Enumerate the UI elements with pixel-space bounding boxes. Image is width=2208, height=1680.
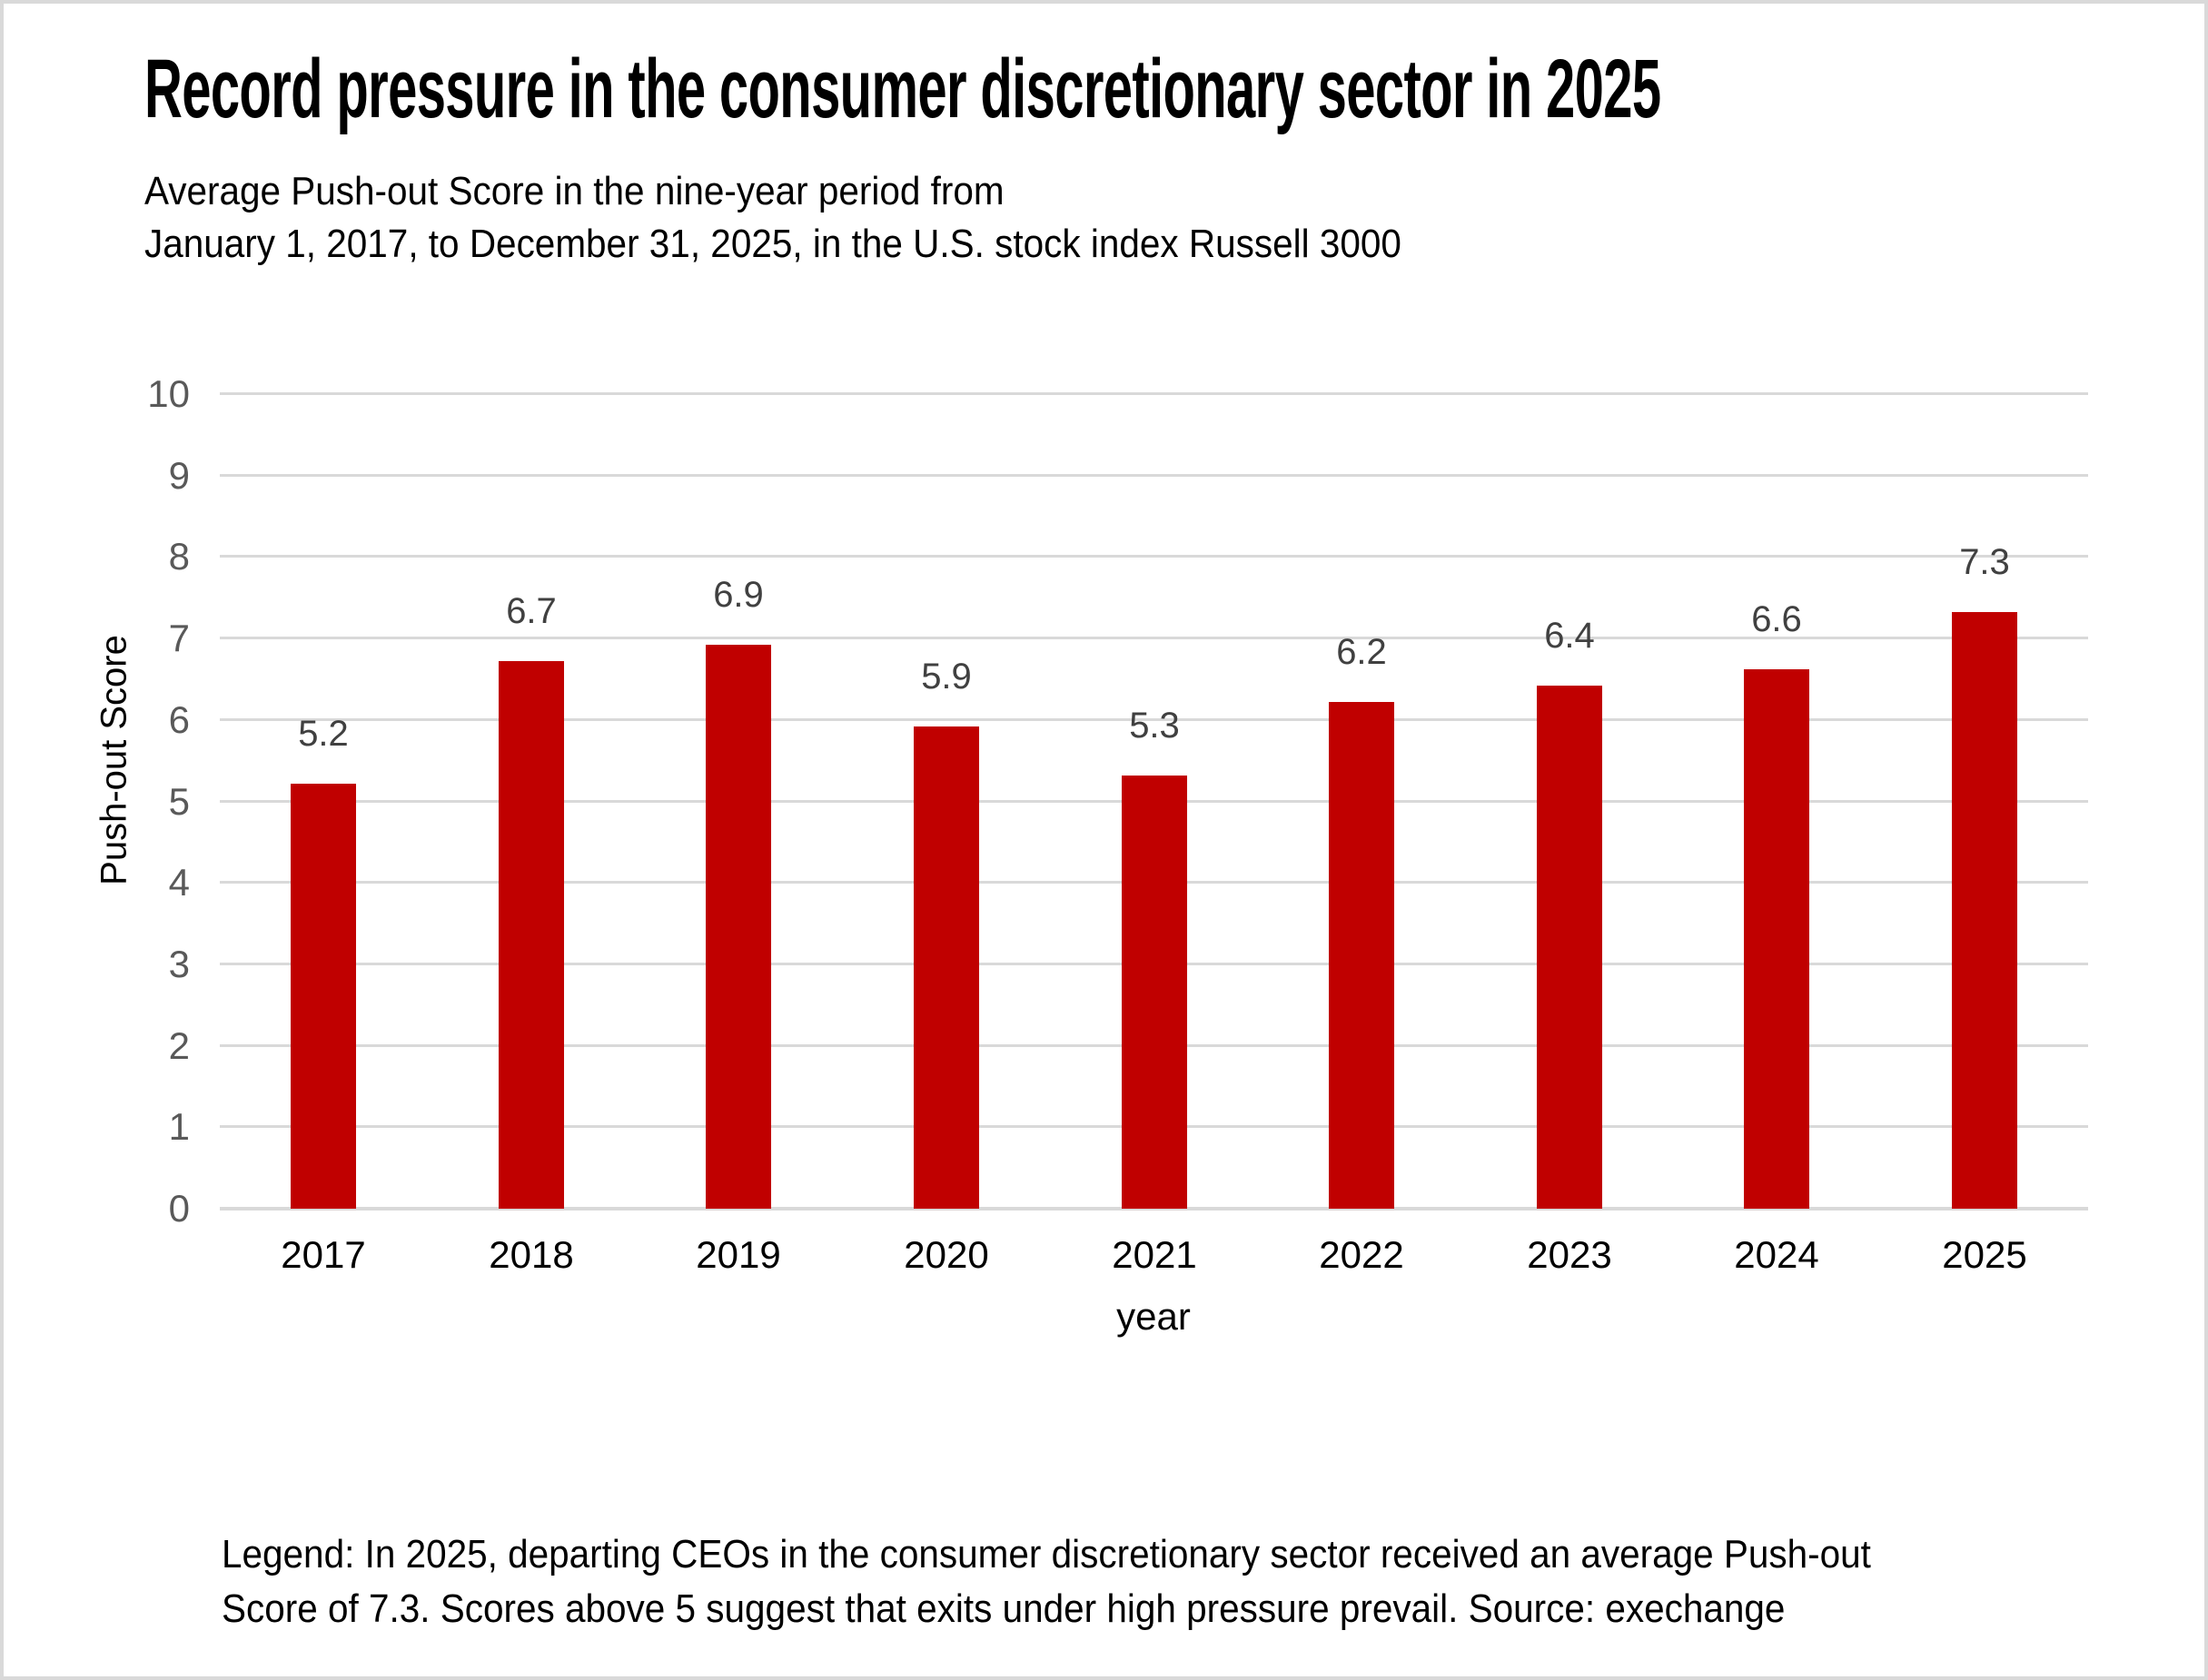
gridline-y-7 (220, 637, 2088, 639)
data-label-2017: 5.2 (298, 714, 349, 754)
chart-subtitle: Average Push-out Score in the nine-year … (144, 165, 1401, 271)
x-tick-label-2017: 2017 (281, 1233, 366, 1276)
y-tick-label-9: 9 (168, 454, 190, 497)
x-tick-label-2025: 2025 (1942, 1233, 2027, 1276)
chart-legend-line-1: Legend: In 2025, departing CEOs in the c… (222, 1532, 1871, 1576)
page-title: Record pressure in the consumer discreti… (144, 43, 1661, 135)
x-axis-line (220, 1207, 2088, 1211)
y-tick-label-7: 7 (168, 617, 190, 659)
y-tick-label-10: 10 (147, 372, 190, 415)
chart-legend-line-2: Score of 7.3. Scores above 5 suggest tha… (222, 1586, 1786, 1631)
data-label-2024: 6.6 (1751, 599, 1802, 639)
data-label-2018: 6.7 (506, 591, 557, 631)
bar-2022 (1329, 702, 1394, 1209)
x-tick-label-2019: 2019 (696, 1233, 781, 1276)
data-label-2019: 6.9 (713, 575, 764, 615)
bar-2025 (1952, 612, 2017, 1209)
x-tick-label-2018: 2018 (489, 1233, 574, 1276)
x-tick-label-2024: 2024 (1734, 1233, 1819, 1276)
data-label-2025: 7.3 (1959, 542, 2010, 582)
bar-2024 (1744, 669, 1809, 1209)
chart-subtitle-line-1: Average Push-out Score in the nine-year … (144, 169, 1005, 213)
gridline-y-10 (220, 392, 2088, 395)
y-tick-label-6: 6 (168, 698, 190, 741)
gridline-y-9 (220, 474, 2088, 477)
x-tick-label-2021: 2021 (1112, 1233, 1197, 1276)
bar-2018 (499, 661, 564, 1209)
y-tick-label-1: 1 (168, 1105, 190, 1148)
data-label-2020: 5.9 (921, 657, 972, 697)
y-tick-label-4: 4 (168, 861, 190, 904)
bar-2019 (706, 645, 771, 1209)
chart-subtitle-line-2: January 1, 2017, to December 31, 2025, i… (144, 222, 1401, 266)
y-tick-label-3: 3 (168, 943, 190, 985)
bar-2017 (291, 784, 356, 1209)
data-label-2022: 6.2 (1336, 632, 1387, 672)
y-axis-title: Push-out Score (94, 635, 134, 885)
bar-chart: Push-out Score year 0 1 2 3 4 5 6 7 8 9 10 5.2 2017 6… (4, 4, 2204, 1676)
chart-legend-note: Legend: In 2025, departing CEOs in the c… (222, 1527, 1871, 1636)
y-tick-label-2: 2 (168, 1024, 190, 1067)
gridline-y-6 (220, 718, 2088, 721)
y-tick-label-8: 8 (168, 535, 190, 578)
gridline-y-8 (220, 555, 2088, 558)
x-tick-label-2022: 2022 (1319, 1233, 1404, 1276)
y-tick-label-0: 0 (168, 1187, 190, 1230)
y-tick-label-5: 5 (168, 780, 190, 823)
data-label-2021: 5.3 (1129, 706, 1180, 746)
bar-2020 (914, 726, 979, 1209)
bar-2023 (1537, 686, 1602, 1209)
x-tick-label-2020: 2020 (904, 1233, 989, 1276)
bar-2021 (1122, 776, 1187, 1209)
x-axis-title: year (1116, 1295, 1191, 1338)
data-label-2023: 6.4 (1544, 616, 1595, 656)
x-tick-label-2023: 2023 (1527, 1233, 1612, 1276)
